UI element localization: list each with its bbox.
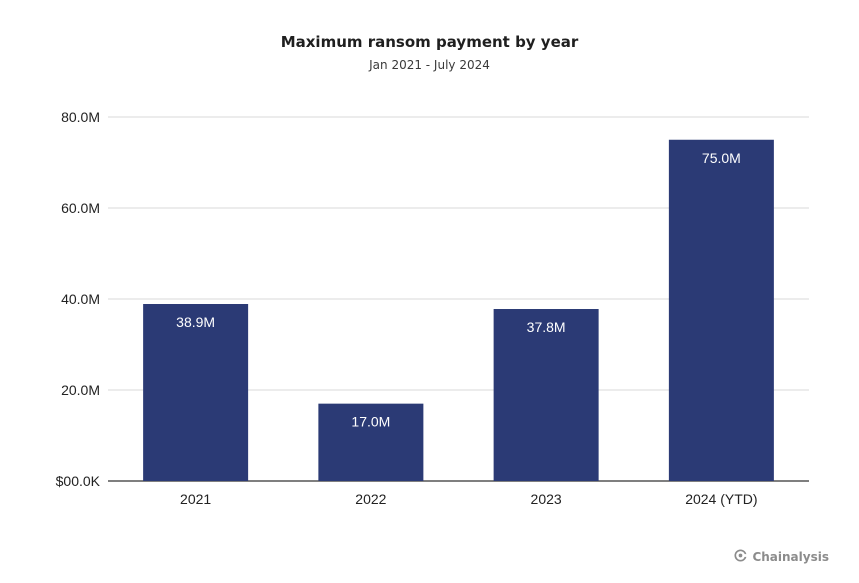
bar xyxy=(493,309,599,481)
y-tick-label: 40.0M xyxy=(61,291,100,307)
bar xyxy=(318,403,424,481)
y-tick-label: 60.0M xyxy=(61,200,100,216)
x-tick-label: 2024 (YTD) xyxy=(685,491,757,507)
x-tick-label: 2021 xyxy=(180,491,211,507)
y-tick-label: 80.0M xyxy=(61,109,100,125)
bars xyxy=(143,139,774,481)
bar-data-label: 38.9M xyxy=(176,314,215,330)
x-tick-label: 2022 xyxy=(355,491,386,507)
brand-name: Chainalysis xyxy=(752,550,829,564)
x-tick-label: 2023 xyxy=(531,491,562,507)
bar-data-label: 75.0M xyxy=(702,150,741,166)
bar xyxy=(668,139,774,481)
chart-subtitle: Jan 2021 - July 2024 xyxy=(369,58,490,72)
bar xyxy=(143,304,249,481)
y-tick-label: $00.0K xyxy=(56,473,101,489)
bar-data-labels: 38.9M 17.0M 37.8M 75.0M xyxy=(176,150,741,430)
chainalysis-logo-icon xyxy=(734,549,748,565)
x-axis-tick-labels: 2021 2022 2023 2024 (YTD) xyxy=(180,491,758,507)
bar-data-label: 17.0M xyxy=(351,414,390,430)
chart-title: Maximum ransom payment by year xyxy=(280,33,579,51)
brand-watermark: Chainalysis xyxy=(734,549,829,565)
bar-data-label: 37.8M xyxy=(527,319,566,335)
y-tick-label: 20.0M xyxy=(61,382,100,398)
y-axis-tick-labels: $00.0K 20.0M 40.0M 60.0M 80.0M xyxy=(56,109,101,489)
